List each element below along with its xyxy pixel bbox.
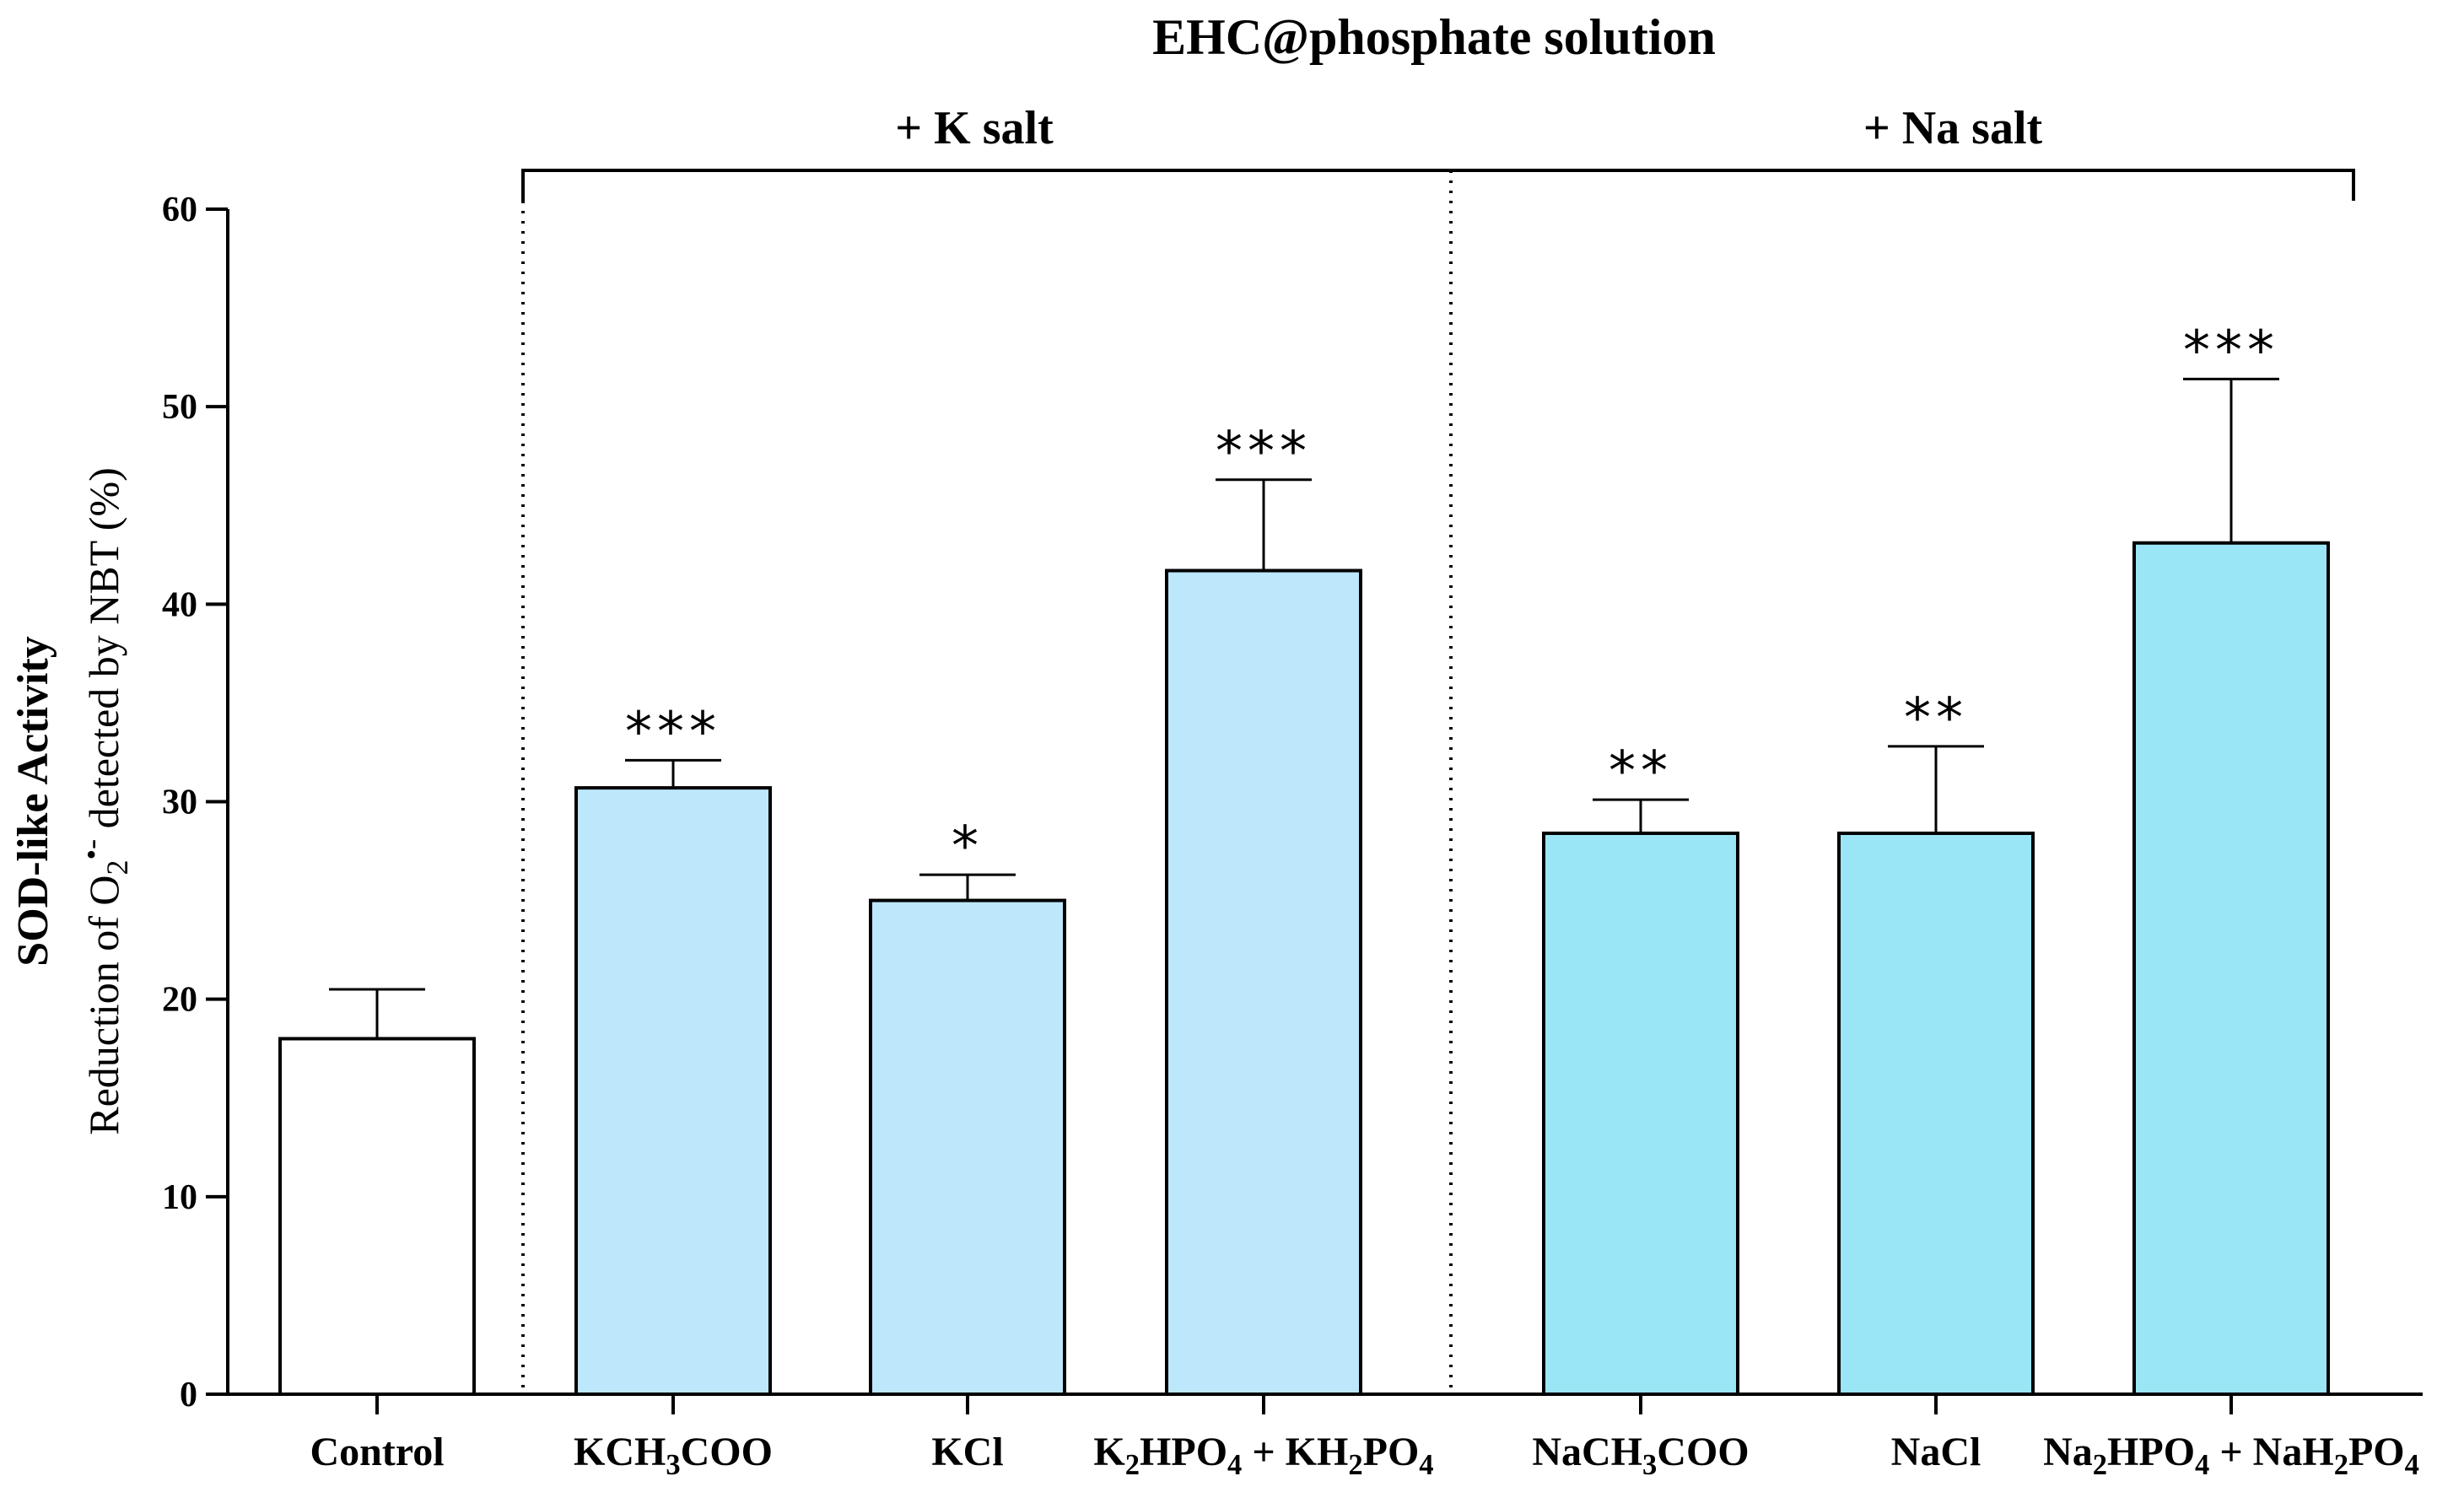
significance-marker-5: ** (1904, 687, 1968, 750)
x-tick-label-3: K2HPO4 + KH2PO4 (1093, 1430, 1433, 1481)
y-tick-label-50: 50 (162, 388, 197, 427)
significance-marker-4: ** (1609, 741, 1673, 803)
bar-4 (1542, 831, 1739, 1396)
x-tick-label-5: NaCl (1891, 1430, 1981, 1474)
na-salt-group-label: + Na salt (1863, 102, 2043, 154)
group-bracket (521, 169, 2355, 201)
y-tick-label-20: 20 (162, 981, 197, 1020)
x-tick-label-6: Na2HPO4 + NaH2PO4 (2043, 1430, 2419, 1481)
y-tick-label-60: 60 (162, 191, 197, 229)
y-axis-subtitle: Reduction of O2•- detected by NBT (%) (74, 467, 134, 1134)
bar-1 (574, 786, 772, 1396)
significance-marker-3: *** (1216, 421, 1312, 483)
significance-marker-6: *** (2183, 320, 2279, 382)
x-tick-label-4: NaCH3COO (1532, 1430, 1749, 1481)
bar-3 (1165, 568, 1362, 1396)
significance-marker-2: * (952, 816, 984, 878)
k-salt-group-label: + K salt (895, 102, 1054, 154)
x-tick-label-1: KCH3COO (574, 1430, 773, 1481)
chart-title: EHC@phosphate solution (1152, 9, 1716, 65)
bar-2 (869, 898, 1066, 1397)
bar-5 (1837, 831, 2035, 1396)
y-tick-label-0: 0 (180, 1376, 197, 1414)
x-tick-label-2: KCl (931, 1430, 1003, 1474)
y-tick-label-40: 40 (162, 585, 197, 624)
x-tick-label-0: Control (310, 1430, 444, 1474)
bar-6 (2132, 541, 2330, 1396)
bar-0 (278, 1037, 476, 1396)
y-axis-title: SOD-like Activity (9, 636, 57, 966)
significance-marker-1: *** (625, 701, 721, 763)
y-tick-label-10: 10 (162, 1178, 197, 1217)
y-tick-label-30: 30 (162, 784, 197, 822)
